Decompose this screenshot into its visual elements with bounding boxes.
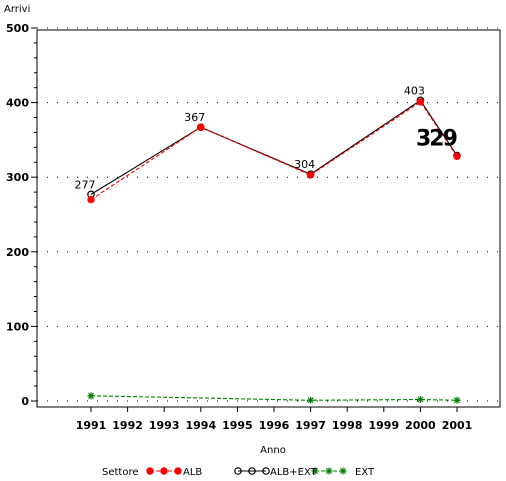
plot-frame <box>36 29 501 408</box>
x-tick-label: 1997 <box>295 419 326 432</box>
data-point <box>453 396 461 404</box>
y-tick-label: 0 <box>21 395 29 408</box>
x-tick-label: 1994 <box>185 419 216 432</box>
data-label: 277 <box>75 178 96 191</box>
legend-label: ALB <box>183 467 202 478</box>
data-label: 367 <box>184 111 205 124</box>
x-tick-label: 1998 <box>332 419 363 432</box>
data-label: 329 <box>416 127 457 152</box>
data-point <box>453 152 461 161</box>
x-tick-label: 1999 <box>368 419 399 432</box>
data-point <box>416 98 425 106</box>
legend-title: Settore <box>102 467 139 478</box>
y-tick-label: 200 <box>6 246 29 259</box>
y-tick-label: 100 <box>6 320 29 333</box>
data-point <box>197 123 205 131</box>
legend-label: EXT <box>355 467 375 478</box>
x-tick-label: 2001 <box>442 419 473 432</box>
data-point <box>306 171 315 179</box>
data-point <box>416 396 424 404</box>
x-tick-label: 1993 <box>149 419 180 432</box>
y-tick-label: 400 <box>6 97 29 110</box>
data-point <box>307 396 315 404</box>
y-tick-label: 500 <box>6 22 29 35</box>
x-tick-label: 1991 <box>76 419 107 432</box>
x-axis-title: Anno <box>260 445 286 456</box>
series-line-alb <box>90 101 458 201</box>
data-point <box>87 195 95 204</box>
x-tick-label: 1995 <box>222 419 253 432</box>
x-tick-label: 1996 <box>259 419 290 432</box>
x-tick-label: 2000 <box>405 419 436 432</box>
plot-area: 0 100 200 300 400 500 1991 1992 1993 1994 1995 1996… <box>6 22 501 475</box>
data-point <box>87 392 95 400</box>
x-tick-label: 1992 <box>112 419 143 432</box>
data-label: 304 <box>294 158 315 171</box>
series-line-ext <box>90 395 458 401</box>
legend-label: ALB+EXT <box>270 467 318 478</box>
data-label: 403 <box>404 84 425 97</box>
y-axis-title: Arrivi <box>4 4 30 15</box>
y-tick-label: 300 <box>6 171 29 184</box>
